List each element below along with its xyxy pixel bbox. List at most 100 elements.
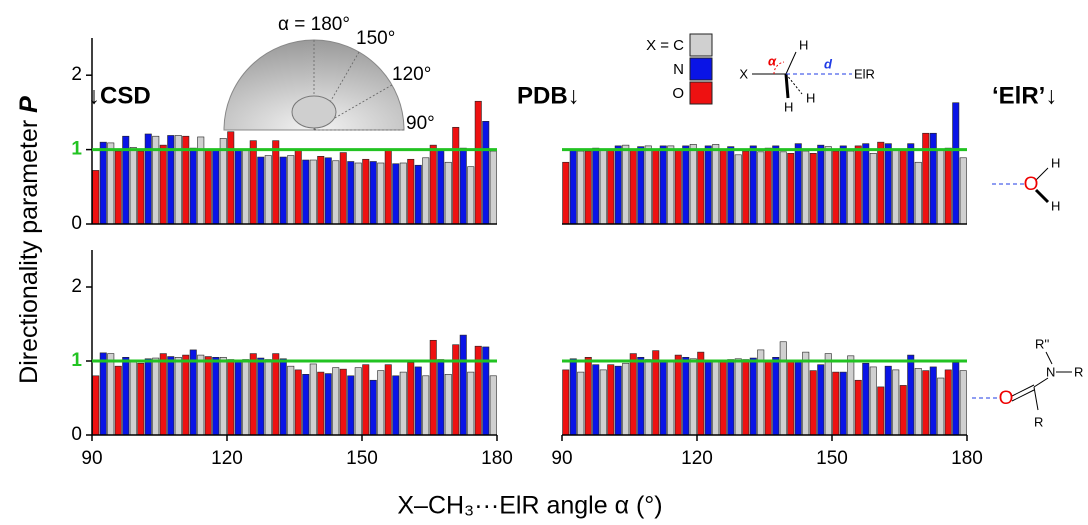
bar (817, 144, 825, 225)
scheme-label: d (824, 56, 833, 71)
bar (644, 145, 652, 225)
bar (227, 359, 235, 436)
bar (877, 141, 885, 225)
bar (607, 149, 615, 225)
bar (354, 162, 362, 225)
bar (577, 150, 585, 225)
legend-label: X = C (646, 37, 684, 54)
bar (914, 368, 922, 436)
x-tick-label: 150 (816, 448, 848, 469)
bar (959, 370, 967, 436)
bar (704, 360, 712, 436)
bar (922, 370, 930, 436)
bar (757, 151, 765, 225)
bar (137, 150, 145, 225)
water: O H H (992, 155, 1060, 213)
bar (884, 143, 892, 225)
bar (249, 353, 257, 436)
x-label: X–CH₃···ElR angle α (°) (397, 492, 662, 520)
amide: O R'' N R R (972, 336, 1083, 429)
bar (742, 359, 750, 436)
bar (302, 374, 310, 436)
bar (907, 143, 915, 225)
bar (952, 362, 960, 436)
bar (107, 142, 115, 225)
bar (242, 150, 250, 225)
y-tick-label: 1 (71, 139, 82, 160)
bar (689, 358, 697, 436)
bar (914, 161, 922, 225)
bar (392, 375, 400, 436)
bar (652, 149, 660, 225)
bar (287, 155, 295, 225)
bar (227, 131, 235, 225)
bar (294, 369, 302, 436)
bar (317, 371, 325, 436)
bar (772, 145, 780, 225)
bar (607, 364, 615, 436)
bar (212, 356, 220, 436)
bar (592, 147, 600, 225)
x-tick-label: 150 (346, 448, 378, 469)
bar (144, 358, 152, 436)
bar (877, 386, 885, 436)
bar (907, 354, 915, 436)
bar (922, 132, 930, 225)
bar (734, 154, 742, 225)
bar (839, 145, 847, 225)
bar (264, 359, 272, 436)
y-tick-label: 2 (71, 64, 82, 85)
bar (114, 150, 122, 225)
scheme-label: ElR (854, 66, 875, 81)
bar (354, 367, 362, 436)
bar (489, 150, 497, 225)
bar (577, 371, 585, 436)
amide-label: R (1074, 364, 1083, 379)
bar (249, 140, 257, 225)
bar (667, 145, 675, 225)
inset: α = 180° 150° 120° 90° (223, 14, 435, 134)
bar (697, 149, 705, 225)
bar (764, 360, 772, 436)
legend-swatch (689, 33, 713, 57)
inset-label: 150° (356, 28, 395, 49)
bar (129, 147, 137, 225)
bar (459, 334, 467, 436)
legend-label: N (673, 61, 684, 78)
bar (727, 359, 735, 436)
legend-swatch (689, 81, 713, 105)
bar (189, 349, 197, 436)
bar (622, 144, 630, 225)
bar (794, 143, 802, 225)
bar (324, 157, 332, 225)
bar (422, 157, 430, 225)
bar (614, 145, 622, 225)
x-tick-label: 90 (551, 448, 572, 469)
bar (944, 147, 952, 225)
bar (749, 145, 757, 225)
amide-label: R (1034, 414, 1043, 429)
bar (407, 158, 415, 225)
bar (584, 356, 592, 436)
panel-label: ‘ElR’↓ (992, 82, 1057, 109)
bar (779, 341, 787, 436)
inset-label: 120° (392, 64, 431, 85)
bar (622, 362, 630, 436)
bar (719, 360, 727, 436)
bar (682, 145, 690, 225)
legend-swatch (689, 57, 713, 81)
bar (704, 145, 712, 225)
x-tick-label: 120 (681, 448, 713, 469)
bar (257, 357, 265, 436)
bar (569, 358, 577, 436)
bar (892, 369, 900, 436)
bar (324, 373, 332, 436)
bar (734, 358, 742, 436)
x-tick-label: 120 (211, 448, 243, 469)
bar (749, 357, 757, 436)
bar (832, 150, 840, 225)
bar (489, 375, 497, 436)
y-label-text: Directionality parameter (15, 113, 43, 384)
bar (122, 356, 130, 436)
bar (332, 160, 340, 225)
